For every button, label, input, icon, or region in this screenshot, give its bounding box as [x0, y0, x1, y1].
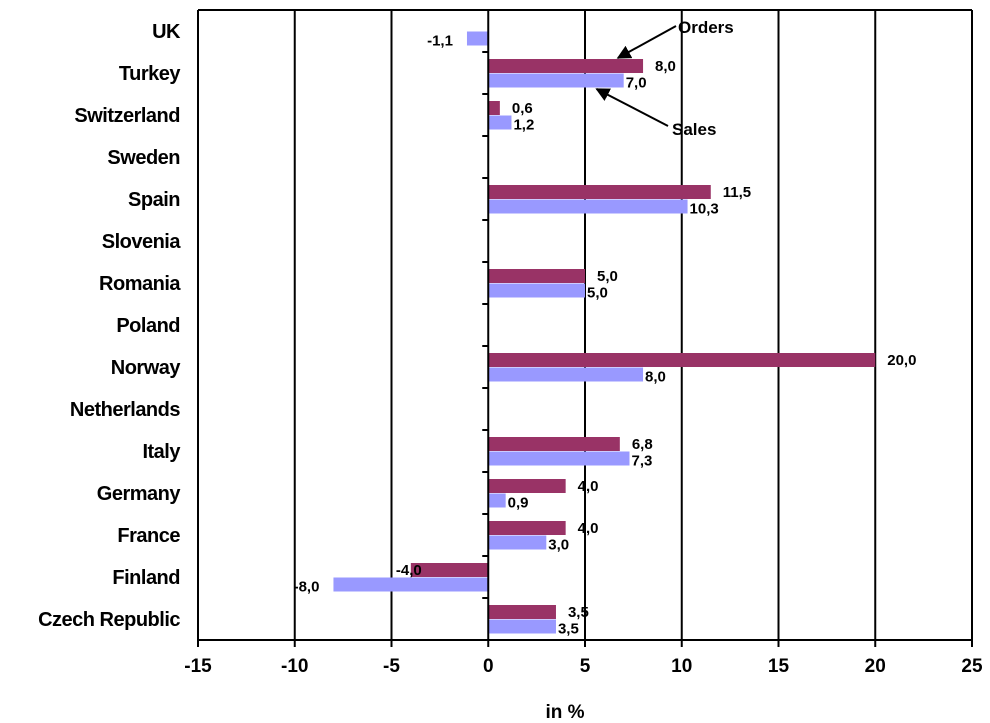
bar-orders	[488, 605, 556, 619]
annotation-arrow-orders	[616, 25, 677, 59]
data-label-orders: 0,6	[512, 100, 533, 117]
bar-orders	[488, 185, 711, 199]
category-label: Netherlands	[70, 399, 180, 421]
x-tick-label: -15	[184, 656, 212, 677]
data-label-sales: -1,1	[427, 33, 453, 50]
tick-labels: -15 -10 -5 0 5 10 15 20 25	[184, 656, 983, 677]
category-label: Finland	[112, 567, 180, 589]
category-label: France	[117, 525, 180, 547]
data-label-sales: -8,0	[294, 579, 320, 596]
gridlines	[293, 10, 877, 640]
data-label-orders: 20,0	[887, 352, 916, 369]
category-label: Spain	[128, 189, 180, 211]
data-label-sales: 10,3	[690, 201, 719, 218]
category-label: Czech Republic	[38, 609, 180, 631]
x-tick-label: 10	[671, 656, 692, 677]
annotation-arrow-sales	[595, 88, 669, 127]
category-label: Italy	[142, 441, 181, 463]
bar-orders	[488, 269, 585, 283]
data-label-sales: 8,0	[645, 369, 666, 386]
bar-sales	[488, 115, 512, 130]
data-label-sales: 0,9	[508, 495, 529, 512]
bar-orders	[488, 479, 566, 493]
x-tick-label: 15	[768, 656, 790, 677]
bar-sales	[488, 493, 506, 508]
category-label: Sweden	[107, 147, 180, 169]
bar-sales	[488, 73, 624, 88]
bar-sales	[488, 199, 688, 214]
category-label: Norway	[111, 357, 182, 379]
data-label-orders: 3,5	[568, 604, 589, 621]
data-label-sales: 3,0	[548, 537, 569, 554]
data-label-orders: 4,0	[578, 478, 599, 495]
x-tick-label: 20	[865, 656, 886, 677]
category-label: Switzerland	[74, 105, 180, 127]
category-label: Poland	[116, 315, 180, 337]
bar-sales	[488, 283, 585, 298]
data-label-orders: 4,0	[578, 520, 599, 537]
x-tick-label: 0	[483, 656, 494, 677]
bar-sales	[333, 577, 489, 592]
bar-sales	[488, 619, 556, 634]
category-label: UK	[152, 21, 181, 43]
x-tick-label: -10	[281, 656, 308, 677]
bar-sales	[488, 535, 547, 550]
data-label-orders: 5,0	[597, 268, 618, 285]
bar-orders	[488, 521, 566, 535]
data-label-sales: 1,2	[513, 117, 534, 134]
category-label: Slovenia	[102, 231, 182, 253]
data-label-orders: 8,0	[655, 58, 676, 75]
bars	[333, 31, 876, 634]
bar-orders	[488, 101, 500, 115]
bar-sales	[466, 31, 489, 46]
annotation-orders: Orders	[678, 18, 734, 37]
data-label-orders: -4,0	[396, 562, 422, 579]
bar-orders	[410, 563, 489, 577]
category-label: Turkey	[119, 63, 181, 85]
data-label-sales: 7,0	[626, 75, 647, 92]
data-label-orders: 11,5	[723, 184, 751, 201]
bar-orders	[488, 59, 644, 73]
x-axis-title: in %	[545, 702, 584, 723]
data-labels: -1,1 8,0 7,0 0,61,2 11,510,3 5,05,0 20,0 8,0 6,8…	[294, 33, 917, 638]
annotations: Orders Sales	[595, 18, 734, 139]
axes	[197, 9, 973, 647]
bar-orders	[488, 353, 876, 367]
category-label: Germany	[97, 483, 182, 505]
bar-sales	[488, 367, 644, 382]
data-label-sales: 5,0	[587, 285, 608, 302]
x-tick-label: 5	[580, 656, 591, 677]
annotation-sales: Sales	[672, 120, 716, 139]
bar-sales	[488, 451, 630, 466]
x-tick-label: 25	[961, 656, 983, 677]
bar-orders	[488, 437, 620, 451]
data-label-orders: 6,8	[632, 436, 653, 453]
data-label-sales: 7,3	[632, 453, 653, 470]
data-label-sales: 3,5	[558, 621, 579, 638]
category-labels: UK Turkey Switzerland Sweden Spain Slovenia Ro…	[38, 21, 182, 631]
category-label: Romania	[99, 273, 181, 295]
x-tick-label: -5	[383, 656, 400, 677]
